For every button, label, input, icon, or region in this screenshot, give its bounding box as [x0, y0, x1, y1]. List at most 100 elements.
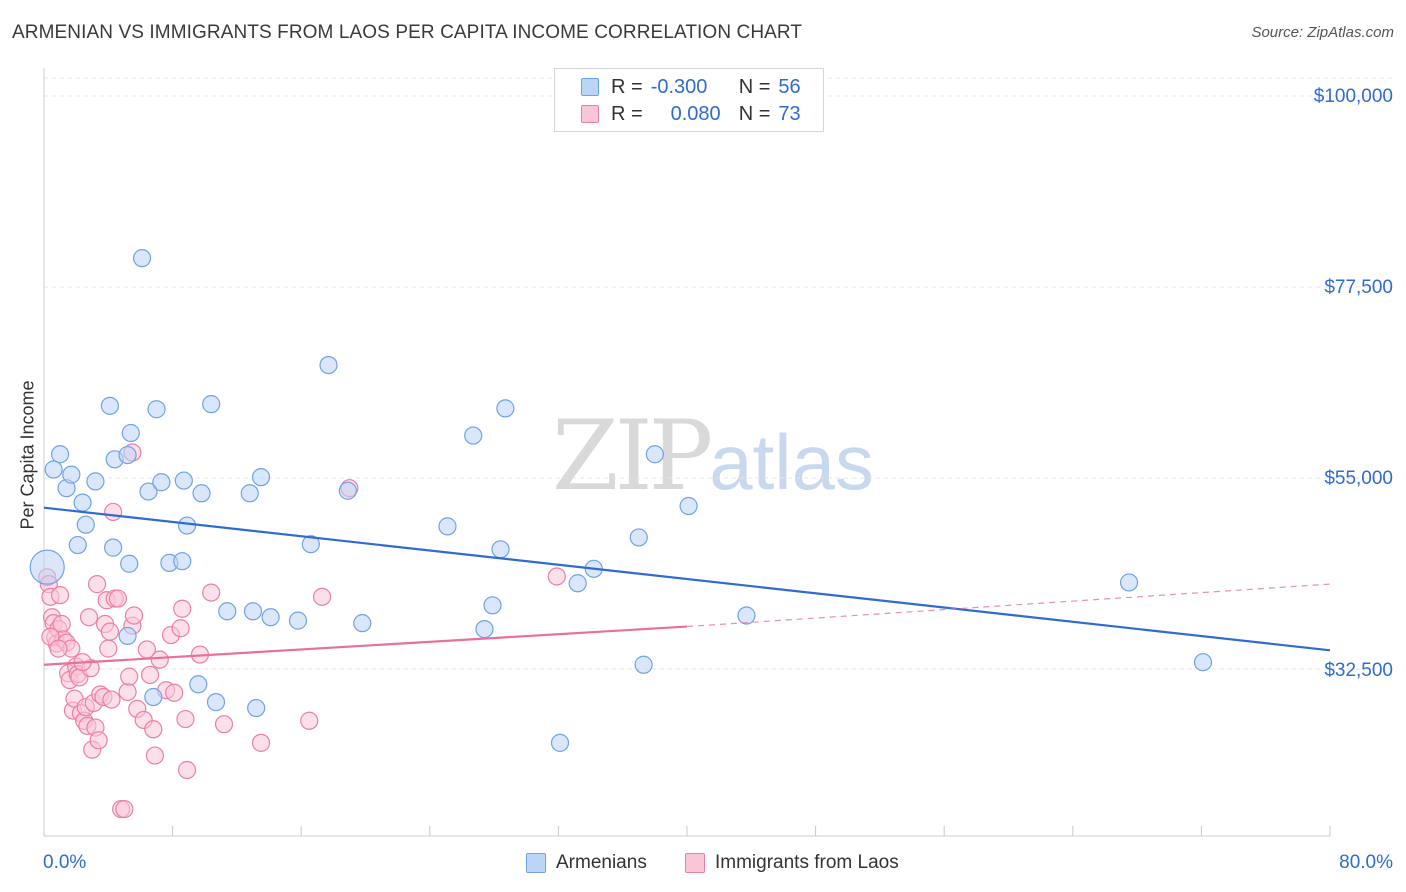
r-label: R =: [611, 102, 643, 125]
armenian-point: [464, 426, 483, 445]
laos-point: [300, 711, 319, 730]
armenian-point: [568, 574, 587, 593]
laos-point: [177, 760, 197, 780]
armenian-point: [50, 445, 70, 464]
armenian-point: [679, 496, 698, 516]
legend-armenians-label: Armenians: [556, 852, 647, 873]
armenian-points: [29, 249, 1213, 752]
armenian-point: [173, 552, 192, 571]
n-value: 56: [778, 75, 801, 98]
armenian-point: [240, 484, 259, 503]
n-label: N =: [738, 102, 771, 125]
armenian-point: [261, 608, 280, 627]
armenian-point: [144, 687, 163, 707]
armenian-point: [251, 468, 271, 487]
armenian-point: [634, 655, 653, 674]
armenian-point: [104, 538, 123, 557]
axes: [43, 68, 1331, 837]
armenian-point: [174, 471, 193, 490]
laos-trend-line: [43, 625, 688, 666]
armenian-point: [353, 614, 372, 633]
laos-point: [118, 682, 137, 702]
armenian-point: [737, 606, 756, 625]
armenian-point: [76, 515, 95, 534]
armenian-point: [206, 693, 226, 712]
armenian-point: [496, 399, 515, 418]
watermark-atlas: atlas: [709, 418, 874, 506]
y-axis-title: Per Capita Income: [17, 380, 38, 530]
legend-laos-label: Immigrants from Laos: [715, 852, 899, 873]
watermark-zip: ZIP: [552, 400, 713, 512]
armenian-point: [139, 482, 158, 501]
armenians-swatch: [581, 78, 599, 96]
correlation-legend: R = -0.300 N = 56 R = 0.080 N = 73: [554, 68, 824, 132]
laos-point: [49, 639, 68, 658]
laos-point: [124, 606, 144, 625]
laos-point: [104, 502, 123, 522]
armenian-point: [189, 675, 208, 694]
armenian-point: [483, 596, 502, 615]
armenian-point: [645, 445, 664, 464]
laos-point: [165, 683, 184, 702]
x-tick-min: 0.0%: [43, 852, 87, 873]
armenian-point: [147, 400, 166, 419]
armenian-point: [338, 481, 357, 500]
n-value: 73: [778, 102, 801, 125]
armenian-point: [120, 554, 139, 573]
armenian-point: [73, 493, 92, 512]
armenian-point: [475, 620, 494, 639]
armenian-point: [301, 535, 320, 554]
armenian-point: [68, 535, 87, 555]
laos-point: [547, 567, 566, 586]
laos-point: [214, 715, 234, 734]
armenian-point: [118, 445, 137, 465]
source-label: Source: ZipAtlas.com: [1251, 24, 1394, 41]
laos-point: [145, 746, 165, 765]
armenian-point: [177, 516, 197, 535]
laos-point: [89, 731, 108, 750]
x-tick-max: 80.0%: [1339, 852, 1393, 873]
armenian-point: [100, 396, 120, 415]
laos-point: [108, 589, 128, 608]
series-legend: Armenians Immigrants from Laos: [0, 852, 1406, 878]
laos-point: [140, 665, 160, 685]
laos-point: [87, 575, 107, 594]
laos-trend-extension: [686, 583, 1331, 628]
armenian-point: [550, 733, 570, 752]
y-tick-32500: $32,500: [1324, 660, 1393, 681]
laos-point: [50, 586, 70, 605]
armenian-point: [438, 517, 457, 536]
armenian-point: [288, 611, 308, 630]
laos-point: [171, 619, 190, 638]
armenian-point: [121, 423, 140, 443]
laos-point: [115, 799, 134, 819]
laos-point: [144, 720, 163, 739]
r-label: R =: [611, 75, 643, 98]
armenian-point: [62, 465, 81, 484]
laos-point: [176, 709, 195, 729]
armenian-point: [243, 602, 263, 621]
r-value: 0.080: [670, 102, 721, 125]
chart-title: ARMENIAN VS IMMIGRANTS FROM LAOS PER CAP…: [12, 22, 803, 43]
laos-point: [173, 599, 192, 618]
armenians-swatch: [526, 853, 546, 873]
laos-swatch: [685, 853, 705, 873]
n-label: N =: [738, 75, 771, 98]
armenian-point: [247, 698, 266, 718]
armenian-point: [491, 540, 510, 559]
laos-point: [251, 733, 271, 752]
gridlines: [44, 77, 1394, 670]
legend-row-armenians: R = -0.300 N = 56: [581, 75, 801, 99]
laos-point: [100, 622, 120, 641]
laos-point: [150, 650, 169, 669]
y-tick-77500: $77,500: [1324, 277, 1393, 298]
laos-point: [202, 583, 221, 602]
laos-swatch: [581, 105, 599, 123]
armenian-point: [44, 460, 63, 479]
legend-laos: Immigrants from Laos: [685, 852, 899, 874]
y-tick-100000: $100,000: [1313, 86, 1393, 107]
armenian-point: [218, 602, 237, 621]
armenian-point: [629, 528, 648, 547]
armenians-trend-line: [43, 506, 1331, 652]
